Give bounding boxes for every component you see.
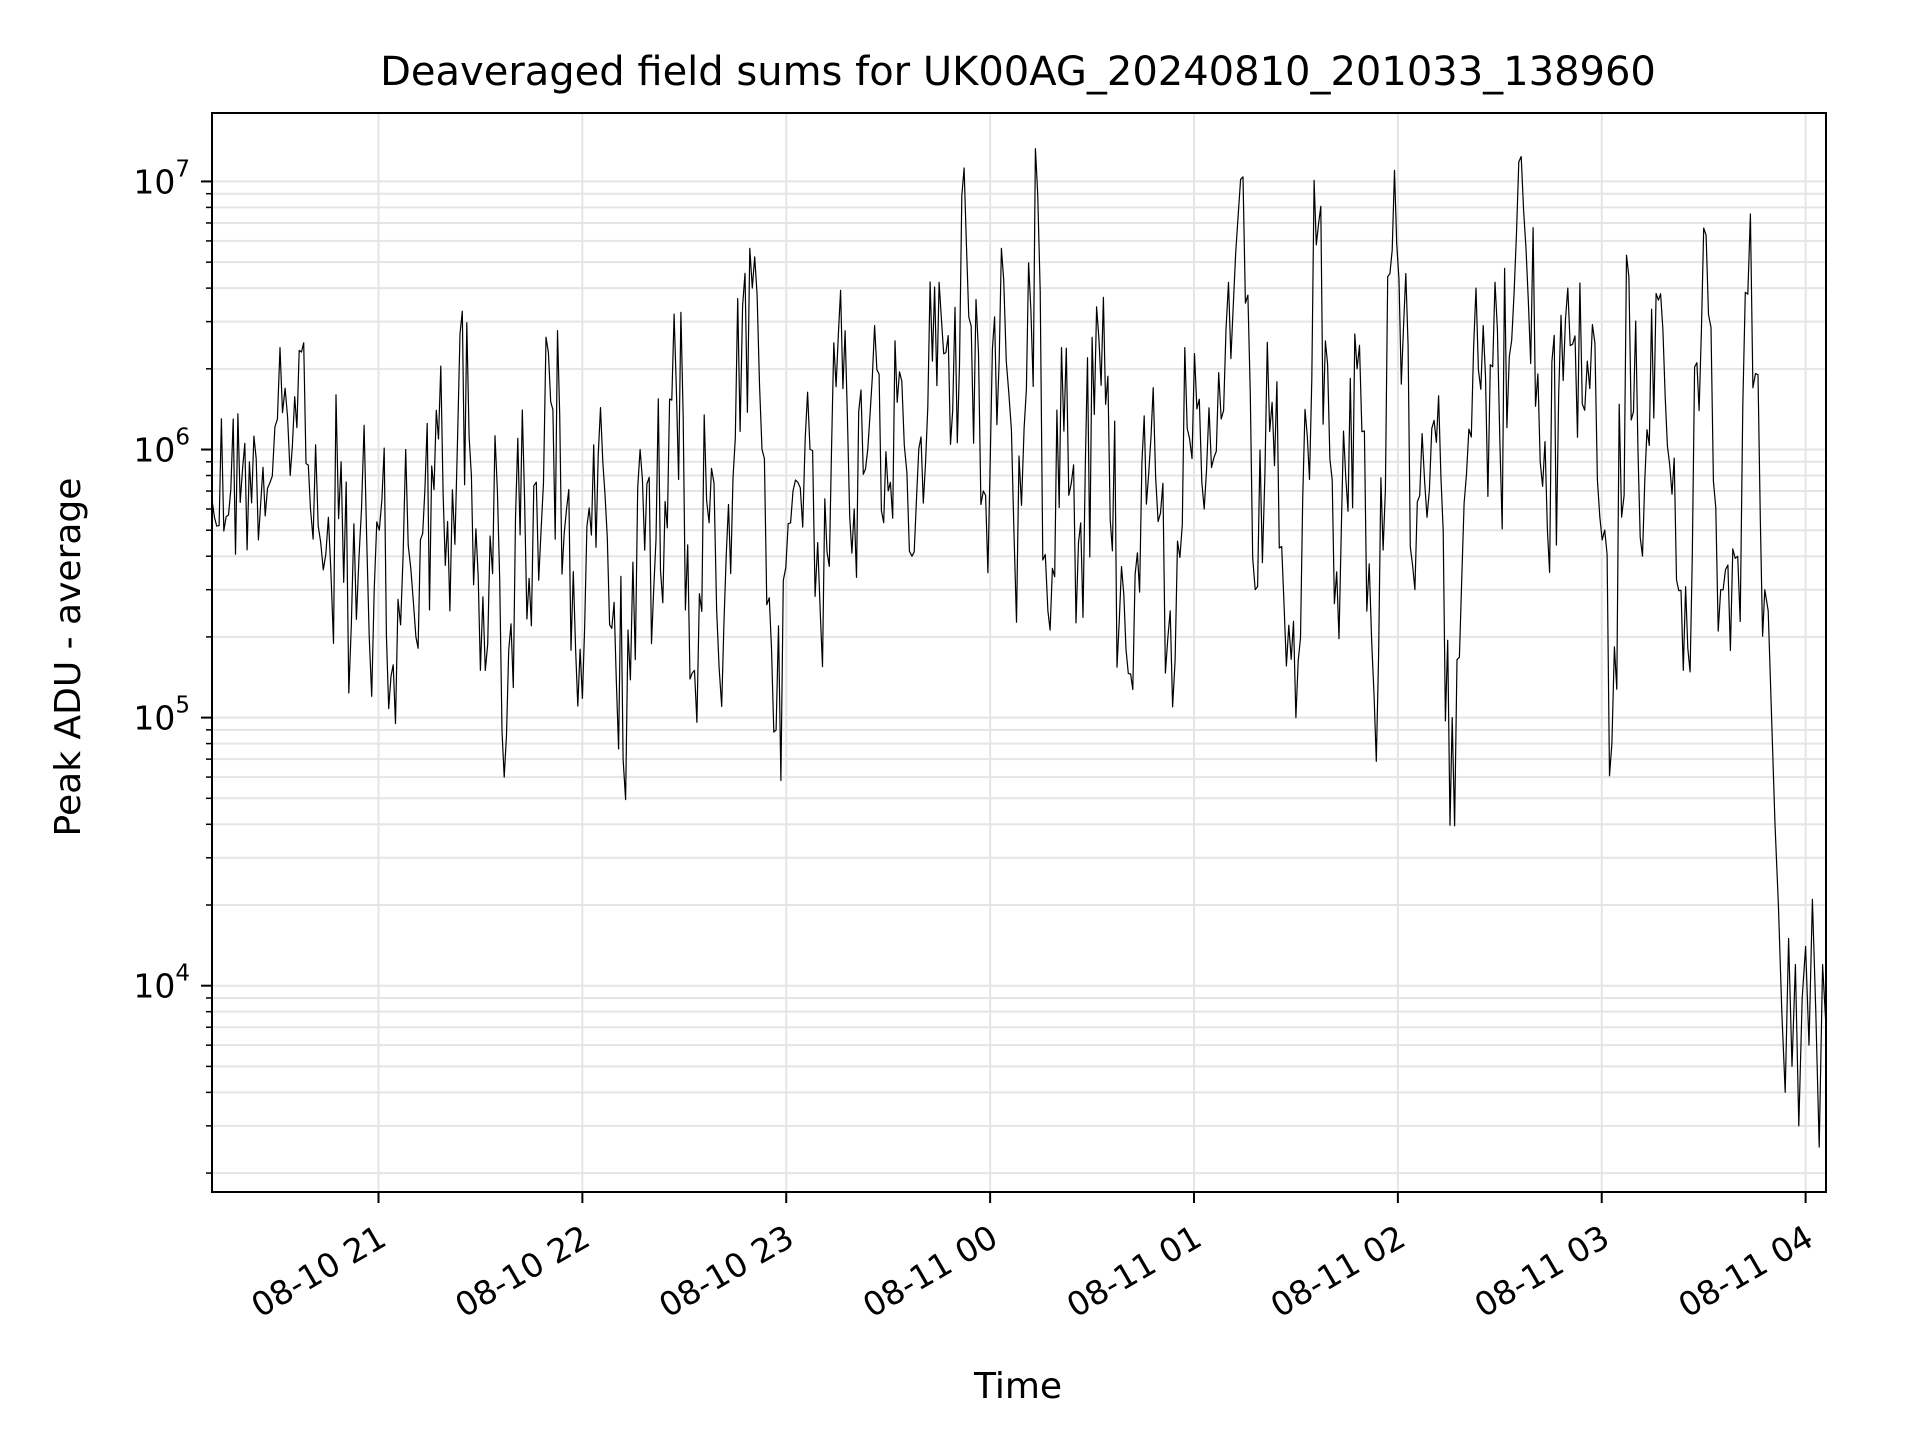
series-line [211, 148, 1827, 1148]
y-tick-label: 104 [133, 961, 190, 1006]
y-tick-label: 107 [133, 156, 190, 201]
series-layer [211, 148, 1827, 1148]
chart-title: Deaveraged field sums for UK00AG_2024081… [380, 49, 1656, 95]
y-tick-label: 105 [133, 693, 190, 738]
plot-frame [211, 112, 1827, 1193]
x-axis-label: Time [973, 1366, 1062, 1407]
y-tick-label: 106 [133, 425, 190, 470]
y-axis-label: Peak ADU - average [48, 478, 89, 837]
